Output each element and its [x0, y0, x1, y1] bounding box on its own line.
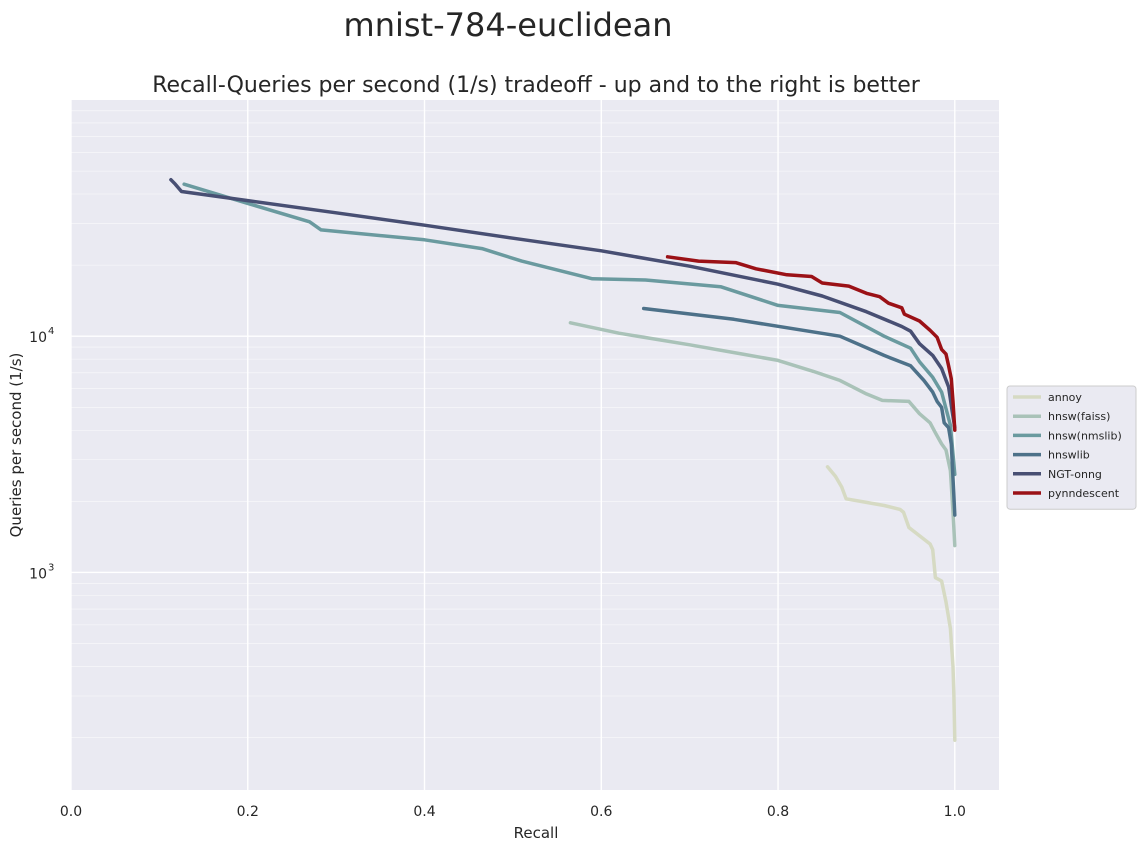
series-line-hnsw-nmslib- [182, 182, 957, 477]
y-tick-label: 10 3 [29, 562, 54, 582]
legend-label: hnsw(nmslib) [1048, 429, 1122, 442]
y-tick-exponent: 4 [48, 326, 54, 337]
x-tick-label: 0.6 [590, 804, 612, 820]
legend-item: hnsw(nmslib) [1013, 429, 1122, 442]
x-axis-label: Recall [514, 824, 559, 842]
plot-area [71, 100, 999, 790]
y-axis-label: Queries per second (1/s) [7, 353, 25, 538]
figure-suptitle: mnist-784-euclidean [344, 6, 673, 44]
y-tick-base: 10 [29, 330, 47, 346]
x-tick-label: 0.0 [60, 804, 82, 820]
y-tick-base: 10 [29, 566, 47, 582]
x-tick-label: 1.0 [944, 804, 966, 820]
x-tick-label: 0.4 [413, 804, 435, 820]
legend-item: hnswlib [1013, 449, 1090, 462]
y-tick-label: 10 4 [29, 326, 54, 346]
x-tick-label: 0.8 [767, 804, 789, 820]
legend-item: hnsw(faiss) [1013, 410, 1110, 423]
x-tick-label: 0.2 [237, 804, 259, 820]
y-tick-exponent: 3 [48, 562, 54, 573]
series-line-hnswlib [641, 306, 957, 517]
x-tick-labels: 0.0 0.2 0.4 0.6 0.8 1.0 [60, 804, 966, 820]
legend-item: annoy [1013, 391, 1082, 404]
chart-title: Recall-Queries per second (1/s) tradeoff… [152, 73, 921, 98]
series-lines [169, 177, 957, 742]
series-line-pynndescent [665, 255, 957, 432]
series-line-ngt-onng [169, 177, 957, 430]
legend: annoy hnsw(faiss) hnsw(nmslib) hnswlib NGT-o… [1006, 385, 1137, 510]
series-line-annoy [825, 465, 957, 742]
series-line-hnsw-faiss- [568, 321, 957, 548]
legend-label: NGT-onng [1048, 468, 1102, 481]
legend-label: hnswlib [1048, 449, 1090, 462]
legend-label: pynndescent [1048, 487, 1120, 500]
legend-label: annoy [1048, 391, 1082, 404]
legend-label: hnsw(faiss) [1048, 410, 1110, 423]
grid-minor [71, 110, 999, 738]
legend-item: pynndescent [1013, 487, 1120, 500]
legend-item: NGT-onng [1013, 468, 1102, 481]
